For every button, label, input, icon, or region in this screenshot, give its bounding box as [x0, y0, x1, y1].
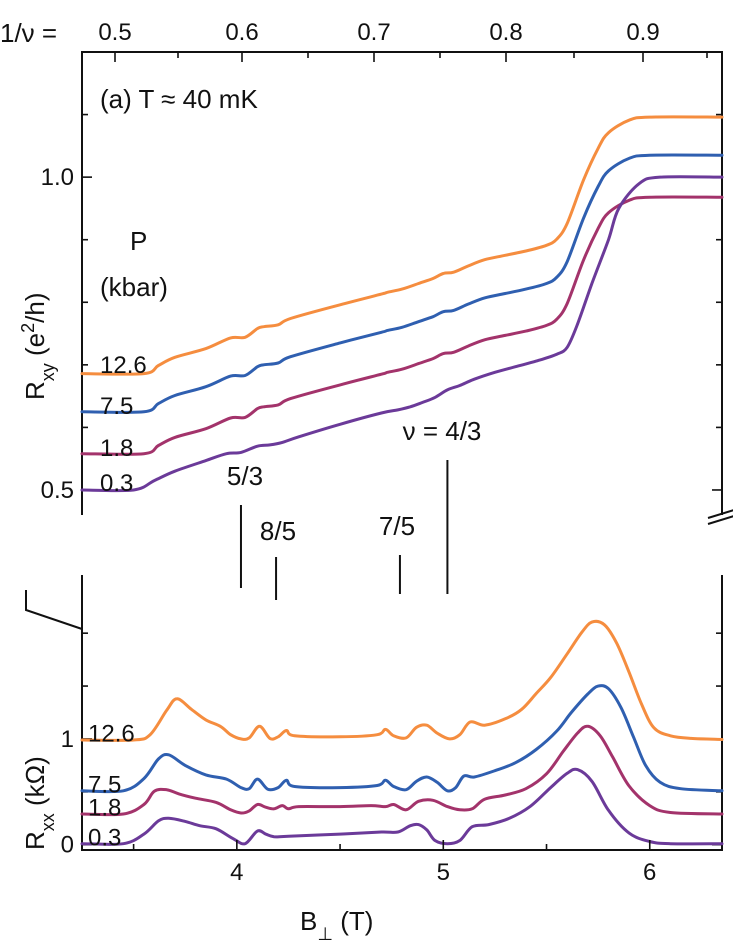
- top-axis-label: 1/ν =: [0, 18, 57, 48]
- axis-break-right: [707, 509, 733, 525]
- x-tick-label: 6: [643, 859, 656, 886]
- annotation-label: 5/3: [227, 461, 263, 491]
- upper-curves: [80, 115, 724, 493]
- lower-panel-frame: [81, 575, 723, 851]
- lower-y-tick-label: 1: [61, 726, 74, 753]
- rxy-series-1-8: [80, 195, 724, 456]
- rxx-series-label: 0.3: [88, 824, 121, 851]
- upper-y-label: Rxy (e2/h): [18, 293, 58, 400]
- x-axis-ticks: 4 5 6: [132, 840, 656, 886]
- rxx-series-label: 7.5: [88, 771, 121, 798]
- x-tick-label: 4: [230, 859, 243, 886]
- top-tick-label: 0.8: [489, 19, 522, 46]
- lower-series-labels: 12.6 7.51.80.3: [88, 721, 135, 852]
- rxy-series-12-6: [80, 115, 724, 376]
- top-axis-ticks: 0.5 0.6 0.7 0.8 0.9: [98, 19, 708, 62]
- upper-series-labels: 12.6 7.5 1.8 0.3: [100, 352, 147, 497]
- top-tick-label: 0.5: [98, 19, 131, 46]
- top-tick-label: 0.9: [626, 19, 659, 46]
- rxy-series-0-3: [80, 175, 724, 493]
- top-tick-label: 0.6: [225, 19, 258, 46]
- legend-title-p: P: [130, 226, 147, 256]
- lower-curves: [80, 619, 724, 846]
- rxy-series-label: 7.5: [100, 393, 133, 420]
- annotation-label: ν = 4/3: [403, 416, 482, 446]
- upper-panel-frame: [81, 51, 723, 515]
- rxy-series-label: 0.3: [100, 470, 133, 497]
- annotation-label: 8/5: [260, 516, 296, 546]
- rxx-series-label: 1.8: [88, 795, 121, 822]
- panel-label: (a) T ≈ 40 mK: [100, 84, 258, 114]
- top-tick-label: 0.7: [357, 19, 390, 46]
- lower-y-ticks: 01: [61, 632, 722, 859]
- upper-y-tick-label: 1.0: [41, 164, 74, 191]
- lower-y-label: Rxx (kΩ): [20, 756, 58, 850]
- rxy-series-7-5: [80, 153, 724, 414]
- rxy-series-label: 1.8: [100, 435, 133, 462]
- upper-y-tick-label: 0.5: [41, 477, 74, 504]
- upper-y-ticks: 0.5 1.0: [41, 113, 722, 504]
- rxx-series-7-5: [80, 684, 724, 794]
- axis-break-left: [25, 590, 83, 630]
- x-axis-label: B⊥ (T): [300, 906, 373, 944]
- x-tick-label: 5: [437, 859, 450, 886]
- lower-y-tick-label: 0: [61, 832, 74, 859]
- annotation-label: 7/5: [379, 511, 415, 541]
- rxx-series-12-6: [80, 619, 724, 742]
- filling-factor-annotations: 5/3 8/5 7/5 ν = 4/3: [227, 416, 481, 600]
- rxx-series-1-8: [80, 724, 724, 817]
- legend-title-unit: (kbar): [100, 272, 168, 302]
- rxy-series-label: 12.6: [100, 352, 147, 379]
- rxx-series-label: 12.6: [88, 721, 135, 748]
- rxx-series-0-3: [80, 767, 724, 846]
